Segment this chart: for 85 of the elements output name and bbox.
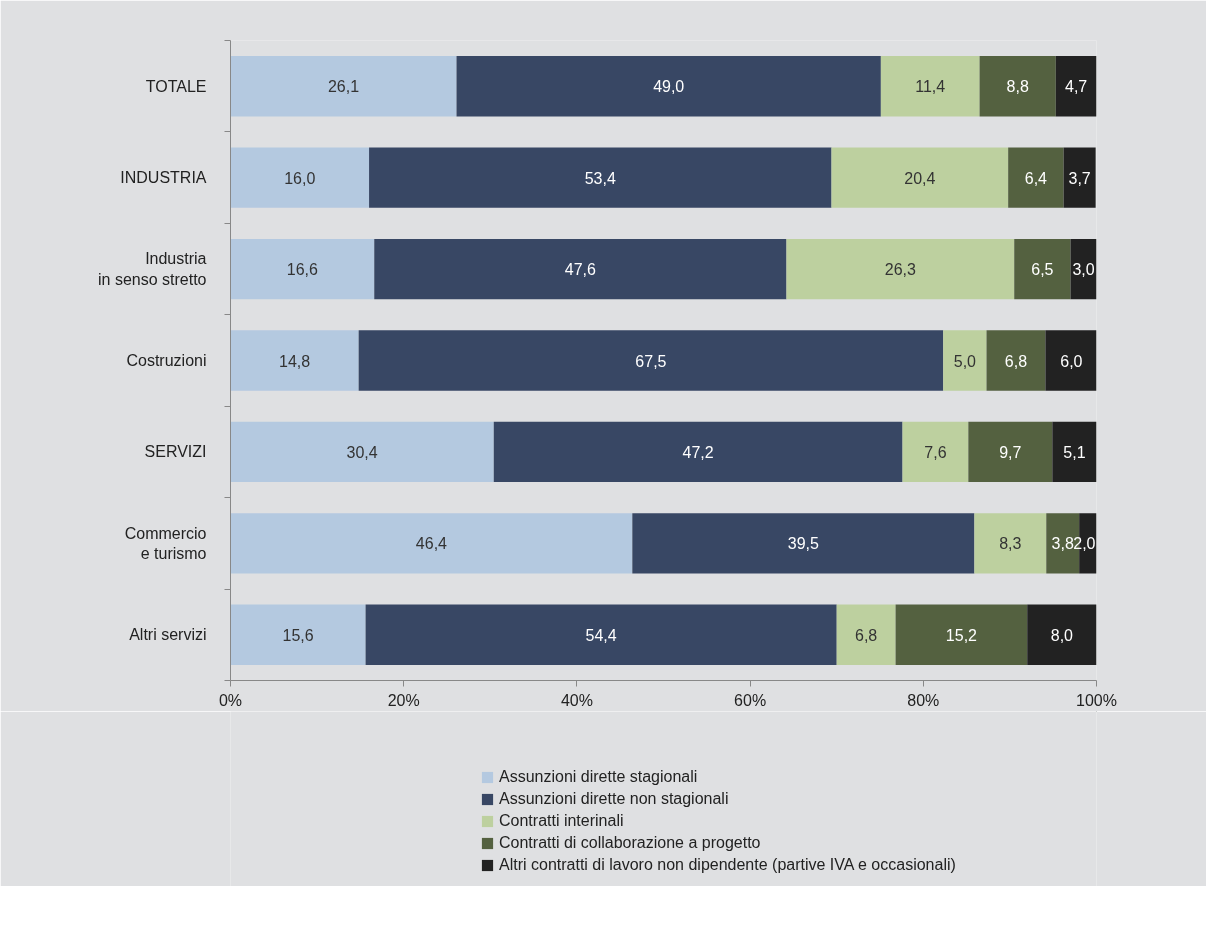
data-label: 8,3 xyxy=(999,535,1022,553)
bar xyxy=(1014,238,1071,300)
bar xyxy=(632,513,975,574)
bar xyxy=(880,56,980,117)
data-label: 14,8 xyxy=(279,352,311,370)
bar xyxy=(786,238,1015,300)
data-label: 6,8 xyxy=(1004,352,1028,370)
data-label: 11,4 xyxy=(915,78,946,96)
data-label: 20,4 xyxy=(904,169,936,187)
data-label: 67,5 xyxy=(635,352,667,370)
data-label: 3,7 xyxy=(1068,169,1091,187)
data-label: 26,1 xyxy=(327,78,360,96)
x-tick-label: 20% xyxy=(387,691,420,709)
y-tick-label: INDUSTRIA xyxy=(120,169,207,187)
data-label: 6,5 xyxy=(1031,261,1054,279)
bar xyxy=(1008,147,1064,208)
bar xyxy=(979,56,1056,117)
bar xyxy=(358,330,944,391)
y-tick-label: SERVIZI xyxy=(144,443,207,461)
bar xyxy=(369,147,832,208)
y-tick-label: Altri servizi xyxy=(129,626,207,644)
legend-label: Assunzioni dirette non stagionali xyxy=(499,790,729,808)
data-label: 9,7 xyxy=(999,443,1022,461)
bar xyxy=(230,421,494,483)
data-label: 49,0 xyxy=(653,78,685,96)
bar xyxy=(974,513,1047,574)
legend-label: Contratti interinali xyxy=(499,812,624,830)
data-label: 30,4 xyxy=(346,443,378,461)
bar xyxy=(1027,604,1097,665)
bar xyxy=(895,604,1028,665)
data-label: 46,4 xyxy=(415,535,448,553)
data-label: 15,2 xyxy=(945,626,978,644)
y-tick-label: Commercio e turismo xyxy=(124,524,207,563)
bar xyxy=(230,604,366,665)
legend-label: Altri contratti di lavoro non dipendente (partive IVA e occasionali) xyxy=(499,856,956,874)
data-label: 6,4 xyxy=(1024,169,1048,187)
x-tick-label: 100% xyxy=(1076,691,1117,709)
data-label: 54,4 xyxy=(585,626,617,644)
data-label: 4,7 xyxy=(1065,78,1088,96)
data-label: 2,0 xyxy=(1073,535,1096,553)
bar xyxy=(493,421,903,483)
x-tick-label: 60% xyxy=(734,691,767,709)
data-label: 39,5 xyxy=(787,535,820,553)
data-label: 47,6 xyxy=(564,261,597,279)
data-label: 53,4 xyxy=(584,169,616,187)
data-label: 16,0 xyxy=(284,169,316,187)
x-tick-label: 40% xyxy=(560,691,593,709)
bar xyxy=(1052,421,1097,483)
data-label: 6,0 xyxy=(1060,352,1083,370)
bar xyxy=(230,513,633,574)
data-label: 5,1 xyxy=(1063,443,1086,461)
data-label: 16,6 xyxy=(286,261,319,279)
bar xyxy=(836,604,896,665)
legend-label: Contratti di collaborazione a progetto xyxy=(499,834,761,852)
bar xyxy=(365,604,837,665)
data-label: 47,2 xyxy=(682,443,714,461)
bar xyxy=(230,56,457,117)
data-label: 26,3 xyxy=(884,261,917,279)
y-tick-label: Costruzioni xyxy=(126,352,207,369)
data-label: 3,0 xyxy=(1072,261,1095,279)
y-tick-label: TOTALE xyxy=(145,77,207,95)
bar xyxy=(1063,147,1096,208)
y-tick-label: Industria in senso stretto xyxy=(98,250,207,288)
data-label: 6,8 xyxy=(855,626,878,644)
bar xyxy=(968,421,1053,483)
data-label: 5,0 xyxy=(953,352,977,370)
bar xyxy=(230,147,370,208)
bar xyxy=(1045,330,1097,391)
data-label: 8,8 xyxy=(1006,78,1029,96)
bar xyxy=(230,238,375,300)
bar xyxy=(902,421,969,483)
legend-label: Assunzioni dirette stagionali xyxy=(499,768,698,786)
bar xyxy=(986,330,1046,391)
x-tick-label: 0% xyxy=(218,691,243,709)
bar xyxy=(456,56,881,117)
bar xyxy=(230,330,359,391)
bar xyxy=(1055,56,1097,117)
data-label: 15,6 xyxy=(282,626,314,644)
data-label: 3,8 xyxy=(1051,535,1074,553)
bar xyxy=(374,238,787,300)
bar xyxy=(831,147,1009,208)
data-label: 8,0 xyxy=(1050,626,1074,644)
data-label: 7,6 xyxy=(924,443,947,461)
bar xyxy=(943,330,987,391)
x-tick-label: 80% xyxy=(907,691,940,709)
